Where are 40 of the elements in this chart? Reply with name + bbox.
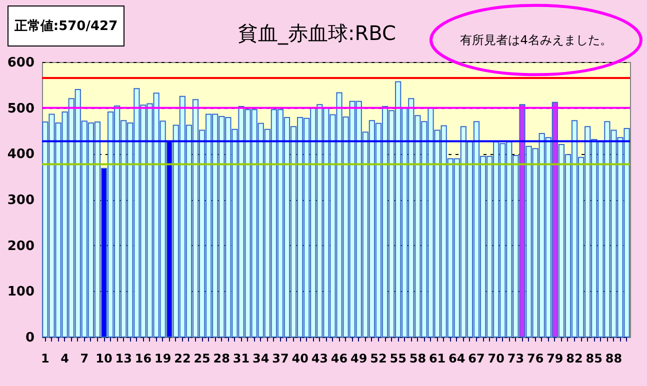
x-tick-label: 28 xyxy=(213,352,230,366)
x-tick-label: 16 xyxy=(134,352,152,366)
text: 正常値:570/427 xyxy=(13,19,118,34)
x-tick-label: 34 xyxy=(252,352,270,366)
x-tick-label: 67 xyxy=(468,352,485,366)
y-tick-label: 300 xyxy=(7,193,34,208)
y-tick-label: 0 xyxy=(25,330,34,346)
x-tick-label: 85 xyxy=(586,352,602,366)
text: 有所見者は4名みえました。 xyxy=(460,33,612,47)
chart-title: 貧血_赤血球:RBC xyxy=(238,21,396,45)
x-tick-label: 64 xyxy=(448,352,466,366)
x-tick-label: 55 xyxy=(390,352,406,366)
x-tick-label: 79 xyxy=(546,352,564,366)
x-tick-label: 61 xyxy=(428,352,446,366)
x-tick-label: 37 xyxy=(272,352,289,366)
x-tick-label: 4 xyxy=(60,352,69,366)
x-tick-label: 76 xyxy=(526,352,544,366)
x-tick-label: 49 xyxy=(350,352,368,366)
x-tick-label: 25 xyxy=(194,352,210,366)
x-tick-label: 1 xyxy=(41,352,50,366)
x-tick-label: 82 xyxy=(566,352,583,366)
y-tick-label: 600 xyxy=(7,56,34,70)
x-tick-label: 31 xyxy=(232,352,250,366)
x-tick-label: 70 xyxy=(488,352,504,366)
y-tick-label: 500 xyxy=(7,101,34,116)
y-tick-label: 100 xyxy=(7,284,34,300)
x-tick-label: 73 xyxy=(507,352,524,366)
x-tick-label: 58 xyxy=(409,352,426,366)
x-tick-label: 88 xyxy=(605,352,622,366)
x-tick-label: 22 xyxy=(174,352,191,366)
x-tick-label: 43 xyxy=(311,352,328,366)
x-tick-label: 7 xyxy=(80,352,89,366)
y-tick-label: 200 xyxy=(7,238,34,254)
x-tick-label: 52 xyxy=(370,352,387,366)
y-tick-label: 400 xyxy=(7,147,34,162)
x-tick-label: 19 xyxy=(154,352,172,366)
x-tick-label: 13 xyxy=(115,352,132,366)
x-tick-label: 40 xyxy=(292,352,308,366)
x-tick-label: 10 xyxy=(96,352,112,366)
x-tick-label: 46 xyxy=(330,352,348,366)
